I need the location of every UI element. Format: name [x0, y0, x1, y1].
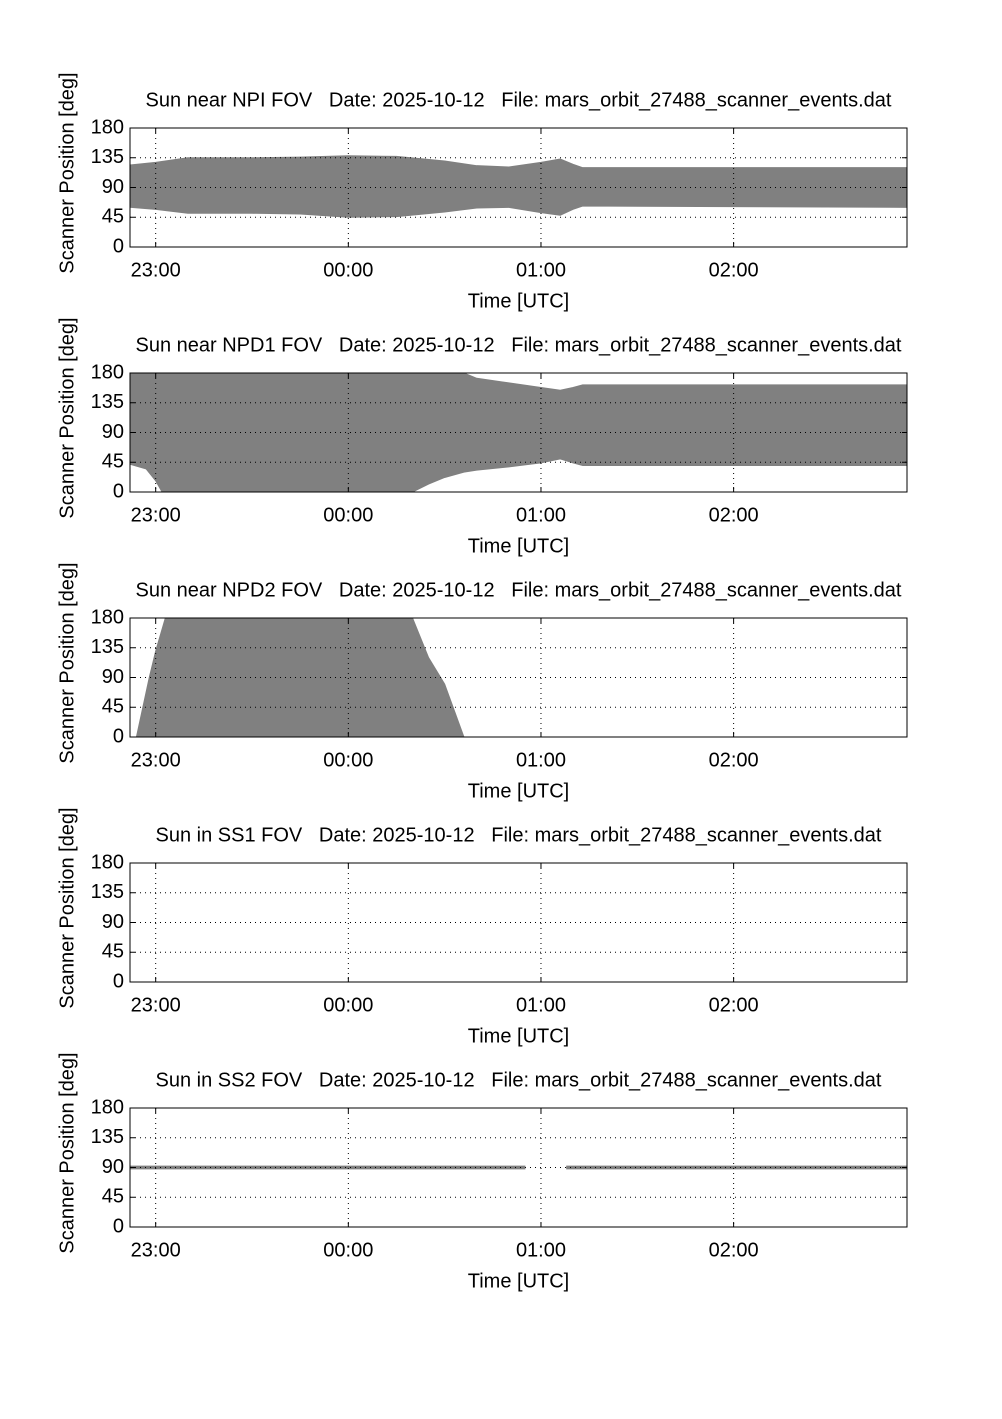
x-tick-label: 00:00	[323, 1239, 373, 1261]
y-tick-label: 90	[102, 421, 124, 443]
y-tick-label: 180	[91, 606, 124, 628]
y-tick-label: 180	[91, 851, 124, 873]
x-axis-label: Time [UTC]	[468, 1270, 569, 1292]
x-tick-label: 02:00	[709, 259, 759, 281]
x-tick-label: 00:00	[323, 994, 373, 1016]
y-tick-label: 180	[91, 1096, 124, 1118]
chart-title: Sun near NPD2 FOV Date: 2025-10-12 File:…	[136, 579, 902, 601]
x-tick-label: 23:00	[131, 1239, 181, 1261]
x-tick-label: 23:00	[131, 504, 181, 526]
x-axis-label: Time [UTC]	[468, 1025, 569, 1047]
y-axis-label: Scanner Position [deg]	[56, 562, 78, 763]
y-axis-label: Scanner Position [deg]	[56, 72, 78, 273]
y-tick-label: 135	[91, 881, 124, 903]
y-tick-label: 45	[102, 941, 124, 963]
y-tick-label: 0	[113, 480, 124, 502]
y-tick-label: 90	[102, 176, 124, 198]
x-axis-label: Time [UTC]	[468, 780, 569, 802]
x-tick-label: 01:00	[516, 1239, 566, 1261]
plot-background	[130, 863, 907, 982]
y-tick-label: 180	[91, 116, 124, 138]
chart-title: Sun in SS1 FOV Date: 2025-10-12 File: ma…	[156, 824, 882, 846]
y-tick-label: 180	[91, 361, 124, 383]
chart-title: Sun near NPI FOV Date: 2025-10-12 File: …	[146, 89, 892, 111]
x-tick-label: 02:00	[709, 1239, 759, 1261]
y-tick-label: 45	[102, 206, 124, 228]
x-tick-label: 00:00	[323, 504, 373, 526]
x-tick-label: 02:00	[709, 504, 759, 526]
y-tick-label: 135	[91, 146, 124, 168]
x-tick-label: 02:00	[709, 749, 759, 771]
y-tick-label: 45	[102, 1186, 124, 1208]
y-axis-label: Scanner Position [deg]	[56, 317, 78, 518]
plot-frame	[129, 862, 908, 983]
chart-title: Sun in SS2 FOV Date: 2025-10-12 File: ma…	[156, 1069, 882, 1091]
y-tick-label: 135	[91, 391, 124, 413]
x-tick-label: 00:00	[323, 259, 373, 281]
y-tick-label: 0	[113, 235, 124, 257]
x-tick-label: 23:00	[131, 749, 181, 771]
y-tick-label: 90	[102, 1156, 124, 1178]
y-tick-label: 90	[102, 911, 124, 933]
plot-frame	[129, 617, 908, 738]
x-tick-label: 01:00	[516, 259, 566, 281]
x-tick-label: 00:00	[323, 749, 373, 771]
y-tick-label: 45	[102, 696, 124, 718]
x-axis-label: Time [UTC]	[468, 535, 569, 557]
x-tick-label: 23:00	[131, 994, 181, 1016]
plot-frame	[129, 127, 908, 248]
y-axis-label: Scanner Position [deg]	[56, 1052, 78, 1253]
plot-frame	[129, 372, 908, 493]
x-tick-label: 02:00	[709, 994, 759, 1016]
x-tick-label: 01:00	[516, 749, 566, 771]
y-tick-label: 0	[113, 725, 124, 747]
chart-title: Sun near NPD1 FOV Date: 2025-10-12 File:…	[136, 334, 902, 356]
y-tick-label: 0	[113, 970, 124, 992]
x-tick-label: 23:00	[131, 259, 181, 281]
x-axis-label: Time [UTC]	[468, 290, 569, 312]
x-tick-label: 01:00	[516, 994, 566, 1016]
y-tick-label: 0	[113, 1215, 124, 1237]
y-tick-label: 45	[102, 451, 124, 473]
y-tick-label: 135	[91, 636, 124, 658]
y-tick-label: 135	[91, 1126, 124, 1148]
x-tick-label: 01:00	[516, 504, 566, 526]
y-axis-label: Scanner Position [deg]	[56, 807, 78, 1008]
y-tick-label: 90	[102, 666, 124, 688]
plot-frame	[129, 1107, 908, 1228]
